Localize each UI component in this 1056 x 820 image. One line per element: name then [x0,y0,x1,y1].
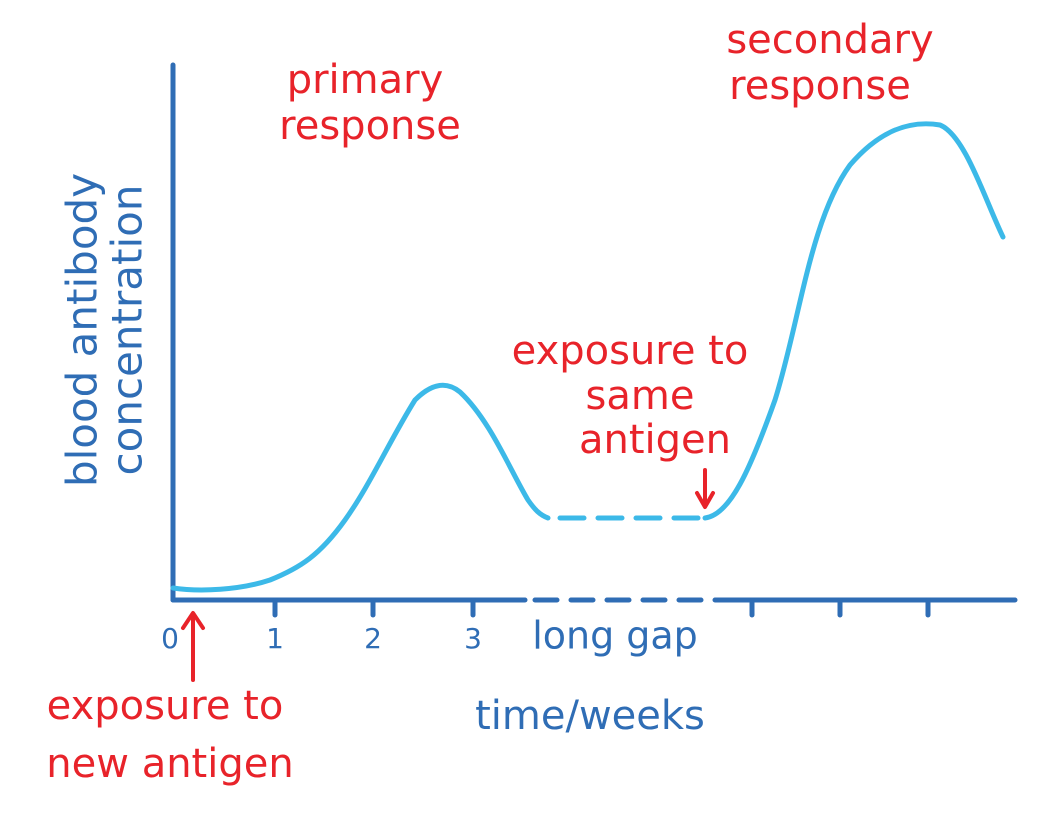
y-axis-label: blood antibody concentration [58,173,152,487]
y-label-line: blood antibody [58,173,107,487]
annotation: new antigen [46,741,293,787]
x-tick-label: 3 [464,622,482,655]
response-curve [170,382,551,593]
x-tick-label: 1 [266,622,284,655]
x-tick-labels: 0 1 2 3 [161,622,482,655]
tick-marks [272,597,931,618]
gap-label: long gap [532,614,698,658]
x-tick-label: 0 [161,622,179,655]
x-axis-label: time/weeks [475,693,705,739]
arrow-up [181,611,205,682]
arrow-down [695,468,715,509]
annotation: exposure to [47,683,284,729]
annotation: response [279,103,461,149]
annotation: exposure to [512,328,749,374]
y-label-line: concentration [103,185,152,476]
annotation: primary [287,57,444,103]
response-curve [702,121,1006,521]
annotation: same [586,373,695,419]
annotation: secondary [726,17,933,63]
annotation: response [729,63,911,109]
annotation: antigen [579,417,731,463]
x-tick-label: 2 [364,622,382,655]
